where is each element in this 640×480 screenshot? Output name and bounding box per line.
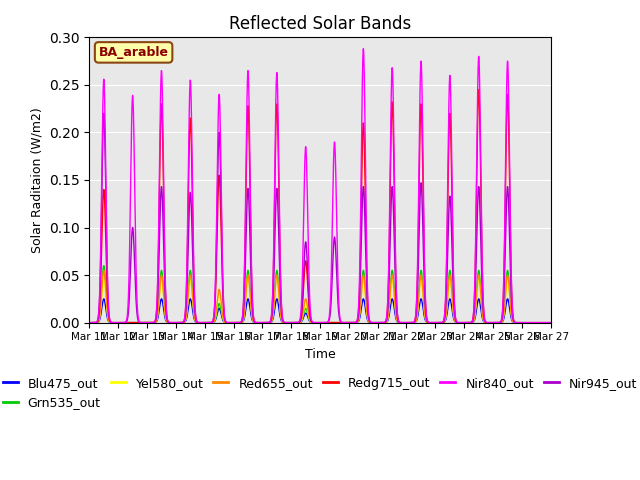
Yel580_out (132, 320, 140, 325)
Grn535_out (348, 320, 355, 325)
Nir945_out (540, 320, 548, 325)
Yel580_out (484, 320, 492, 325)
Nir945_out (231, 320, 239, 325)
Blu475_out (458, 320, 466, 325)
Blu475_out (86, 320, 93, 325)
Nir840_out (484, 320, 492, 325)
Nir840_out (547, 320, 554, 325)
Blu475_out (231, 320, 239, 325)
Red655_out (231, 320, 239, 325)
Y-axis label: Solar Raditaion (W/m2): Solar Raditaion (W/m2) (30, 107, 44, 253)
Nir945_out (484, 320, 492, 325)
Yel580_out (86, 320, 93, 325)
Red655_out (100, 267, 108, 273)
Blu475_out (540, 320, 548, 325)
Blu475_out (484, 320, 492, 325)
Line: Yel580_out: Yel580_out (90, 277, 550, 323)
Yel580_out (348, 320, 355, 325)
Nir945_out (348, 320, 355, 325)
Grn535_out (86, 320, 93, 325)
Nir945_out (547, 320, 554, 325)
Blu475_out (348, 320, 355, 325)
Nir840_out (86, 320, 93, 325)
Redg715_out (458, 320, 466, 325)
Yel580_out (244, 274, 252, 280)
Nir840_out (540, 320, 548, 325)
Line: Nir840_out: Nir840_out (90, 49, 550, 323)
Grn535_out (100, 263, 108, 268)
Nir840_out (231, 320, 239, 325)
Nir840_out (347, 320, 355, 325)
Blu475_out (132, 320, 140, 325)
Redg715_out (132, 320, 140, 325)
Redg715_out (547, 320, 554, 325)
Redg715_out (484, 320, 492, 325)
Line: Blu475_out: Blu475_out (90, 299, 550, 323)
Text: BA_arable: BA_arable (99, 46, 168, 59)
Red655_out (132, 320, 140, 325)
Nir840_out (458, 320, 466, 325)
Grn535_out (484, 320, 492, 325)
Line: Grn535_out: Grn535_out (90, 265, 550, 323)
Redg715_out (347, 320, 355, 325)
Grn535_out (231, 320, 239, 325)
Redg715_out (475, 87, 483, 93)
Line: Nir945_out: Nir945_out (90, 113, 550, 323)
Red655_out (458, 320, 466, 325)
Grn535_out (132, 320, 140, 325)
Red655_out (348, 320, 355, 325)
Nir840_out (132, 233, 140, 239)
Blu475_out (100, 296, 108, 302)
Red655_out (484, 320, 492, 325)
Blu475_out (547, 320, 554, 325)
Nir945_out (458, 320, 466, 325)
Nir945_out (100, 110, 108, 116)
Redg715_out (540, 320, 548, 325)
Line: Redg715_out: Redg715_out (90, 90, 550, 323)
X-axis label: Time: Time (305, 348, 335, 361)
Yel580_out (458, 320, 466, 325)
Nir945_out (132, 288, 140, 294)
Grn535_out (547, 320, 554, 325)
Redg715_out (231, 320, 239, 325)
Nir945_out (86, 320, 93, 325)
Title: Reflected Solar Bands: Reflected Solar Bands (229, 15, 411, 33)
Line: Red655_out: Red655_out (90, 270, 550, 323)
Yel580_out (540, 320, 548, 325)
Red655_out (540, 320, 548, 325)
Grn535_out (458, 320, 466, 325)
Red655_out (86, 320, 93, 325)
Yel580_out (547, 320, 554, 325)
Yel580_out (231, 320, 239, 325)
Nir840_out (360, 46, 367, 52)
Grn535_out (540, 320, 548, 325)
Redg715_out (86, 320, 93, 325)
Red655_out (547, 320, 554, 325)
Legend: Blu475_out, Grn535_out, Yel580_out, Red655_out, Redg715_out, Nir840_out, Nir945_: Blu475_out, Grn535_out, Yel580_out, Red6… (0, 372, 640, 414)
